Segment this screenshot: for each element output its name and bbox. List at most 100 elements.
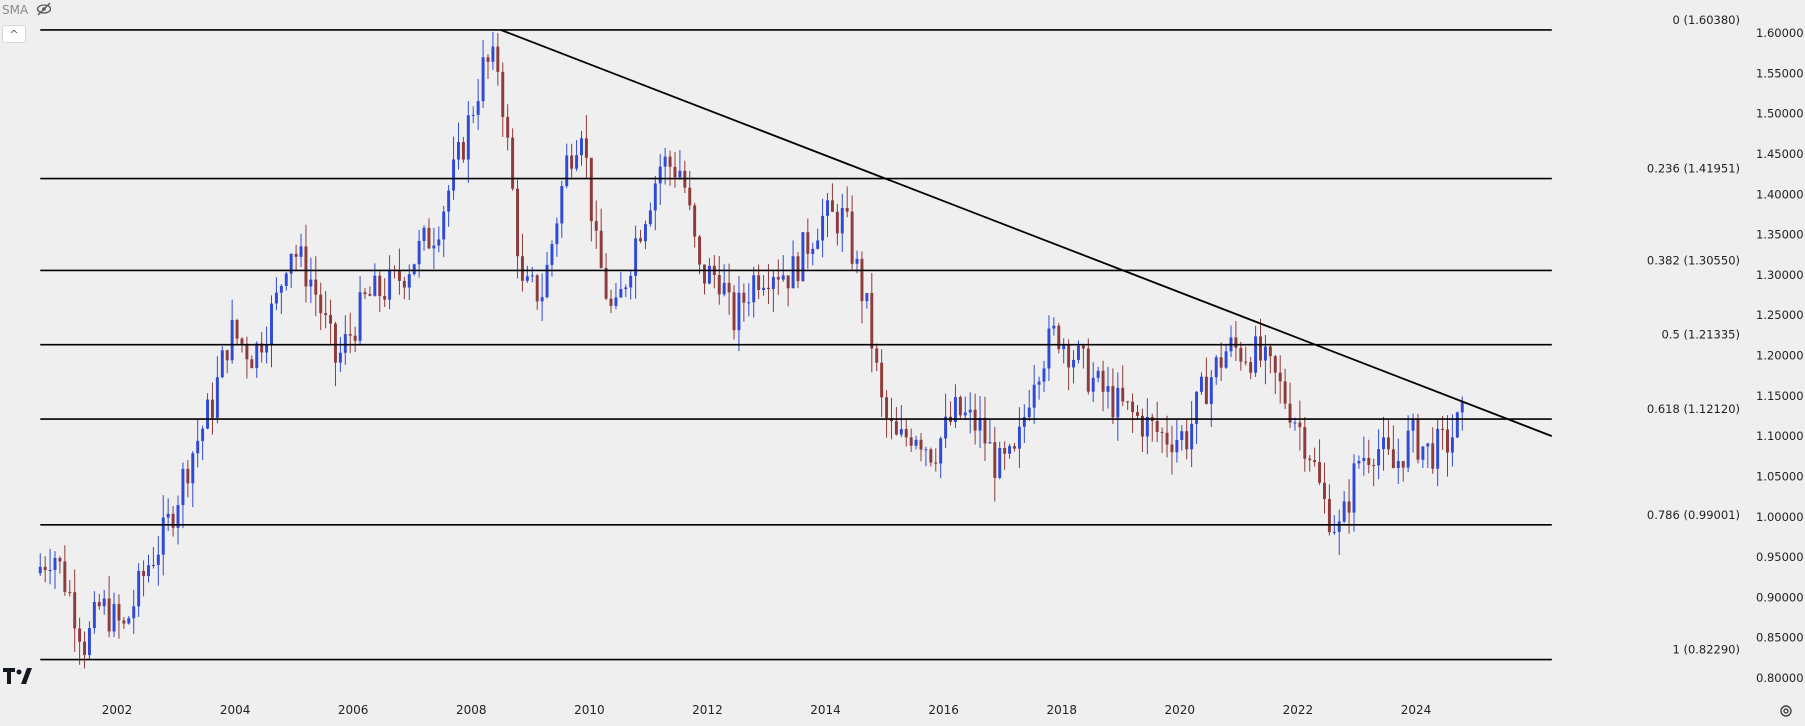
candle-body: [1377, 449, 1380, 465]
candle-body: [1407, 431, 1410, 468]
candle-body: [526, 276, 529, 280]
candle-body: [757, 275, 760, 290]
candle-body: [816, 241, 819, 249]
candle-body: [1097, 371, 1100, 378]
candle-body: [1102, 371, 1105, 392]
candle-body: [600, 231, 603, 268]
candle-body: [447, 191, 450, 212]
candle-body: [1126, 401, 1129, 402]
candle-body: [103, 598, 106, 606]
candle-body: [467, 115, 470, 159]
candle-body: [733, 292, 736, 330]
tradingview-logo: [3, 665, 33, 689]
candle-body: [1382, 437, 1385, 449]
candle-body: [580, 138, 583, 155]
y-tick-label: 0.80000: [1756, 671, 1804, 685]
candle-body: [1028, 408, 1031, 417]
candle-body: [201, 429, 204, 441]
candle-body: [1008, 446, 1011, 454]
x-tick-label: 2010: [574, 703, 605, 717]
candle-body: [885, 397, 888, 418]
candle-body: [319, 295, 322, 314]
y-tick-label: 1.30000: [1756, 268, 1804, 282]
candle-body: [516, 189, 519, 256]
candle-body: [295, 254, 298, 257]
candle-body: [349, 334, 352, 336]
candle-body: [437, 239, 440, 245]
indicator-label[interactable]: SMA: [2, 3, 28, 17]
candle-body: [496, 47, 499, 72]
candle-body: [196, 441, 199, 453]
y-tick-label: 1.60000: [1756, 26, 1804, 40]
x-tick-label: 2018: [1046, 703, 1077, 717]
candle-body: [934, 463, 937, 464]
candle-body: [309, 280, 312, 287]
candle-body: [1052, 326, 1055, 329]
candle-body: [693, 205, 696, 236]
candle-body: [865, 293, 868, 301]
candle-body: [58, 558, 61, 561]
candle-body: [108, 598, 111, 631]
candle-body: [1225, 351, 1228, 367]
candle-body: [221, 350, 224, 377]
candle-body: [427, 228, 430, 249]
candle-body: [373, 276, 376, 296]
candle-body: [1185, 431, 1188, 449]
candle-body: [39, 567, 42, 573]
candle-body: [1412, 419, 1415, 430]
candle-body: [1397, 461, 1400, 468]
candle-body: [1402, 461, 1405, 468]
candle-body: [772, 277, 775, 289]
candle-body: [920, 440, 923, 450]
candle-body: [1057, 326, 1060, 349]
candle-body: [432, 246, 435, 249]
candle-body: [1436, 429, 1439, 469]
candle-body: [1269, 347, 1272, 357]
candle-body: [585, 138, 588, 158]
y-tick-label: 1.15000: [1756, 389, 1804, 403]
candle-body: [398, 270, 401, 281]
candle-body: [610, 299, 613, 306]
candle-body: [806, 232, 809, 254]
candle-body: [491, 47, 494, 62]
fib-level-label: 0.786 (0.99001): [1647, 508, 1740, 522]
candle-body: [113, 604, 116, 631]
y-tick-label: 0.90000: [1756, 590, 1804, 604]
candle-body: [565, 156, 568, 187]
candle-body: [354, 336, 357, 341]
candle-body: [1328, 499, 1331, 532]
candle-body: [1274, 356, 1277, 372]
collapse-button[interactable]: ^: [2, 25, 26, 43]
y-tick-label: 1.50000: [1756, 107, 1804, 121]
candle-body: [1161, 432, 1164, 433]
candle-body: [364, 292, 367, 294]
eye-slash-icon[interactable]: [36, 2, 52, 19]
candle-body: [191, 453, 194, 483]
candle-body: [314, 280, 317, 295]
y-tick-label: 1.25000: [1756, 308, 1804, 322]
candle-body: [1264, 347, 1267, 361]
candle-body: [132, 606, 135, 618]
candle-body: [186, 469, 189, 483]
candle-body: [211, 400, 214, 418]
candle-body: [1456, 412, 1459, 437]
candle-body: [304, 246, 307, 286]
candle-body: [378, 276, 381, 296]
candle-body: [649, 210, 652, 224]
candle-body: [408, 274, 411, 287]
gear-icon[interactable]: [1777, 702, 1795, 720]
candle-body: [122, 620, 125, 623]
candle-body: [339, 353, 342, 363]
candle-body: [83, 642, 86, 655]
fib-level-label: 1 (0.82290): [1672, 643, 1740, 657]
candle-body: [1180, 431, 1183, 440]
candle-body: [536, 275, 539, 301]
candle-body: [275, 293, 278, 304]
candle-body: [1446, 430, 1449, 453]
candle-body: [231, 320, 234, 360]
candle-body: [811, 249, 814, 254]
candle-body: [462, 142, 465, 160]
